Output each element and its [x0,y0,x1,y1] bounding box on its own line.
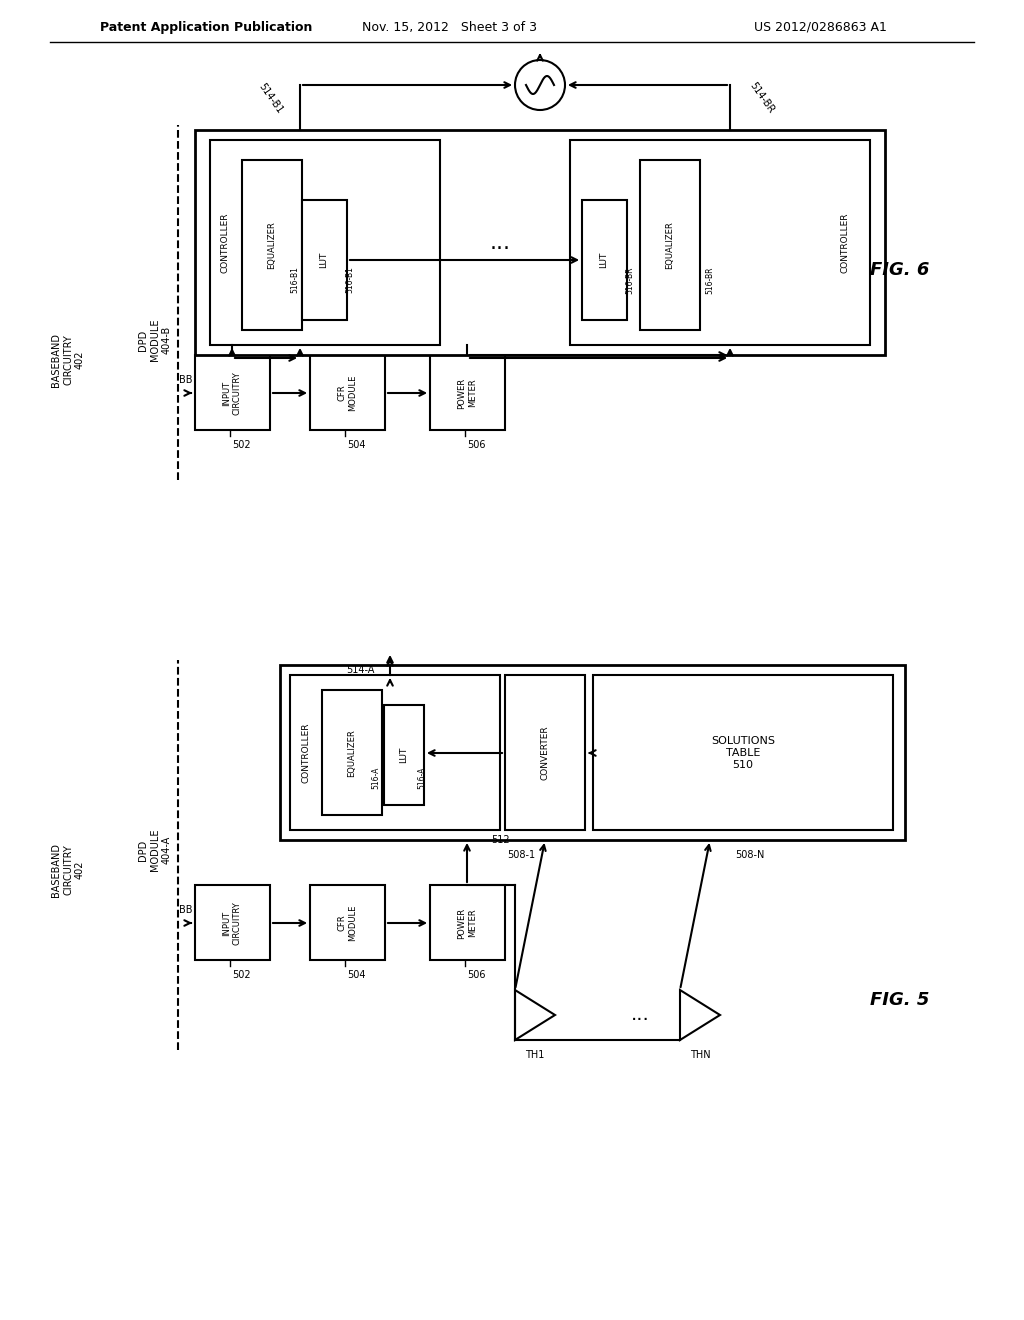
Text: CFR
MODULE: CFR MODULE [337,375,356,412]
Text: 516-B1: 516-B1 [345,267,354,293]
Text: 516-BR: 516-BR [626,267,635,294]
FancyBboxPatch shape [640,160,700,330]
Text: 508-1: 508-1 [507,850,535,861]
Text: CONTROLLER: CONTROLLER [841,213,850,273]
Text: BASEBAND
CIRCUITRY
402: BASEBAND CIRCUITRY 402 [51,843,85,898]
Text: INPUT
CIRCUITRY: INPUT CIRCUITRY [222,371,242,414]
Text: 506: 506 [467,970,485,979]
Text: 506: 506 [467,440,485,450]
FancyBboxPatch shape [505,675,585,830]
FancyBboxPatch shape [280,665,905,840]
Text: CONTROLLER: CONTROLLER [301,723,310,783]
Text: SOLUTIONS
TABLE
510: SOLUTIONS TABLE 510 [711,737,775,770]
Text: POWER
METER: POWER METER [458,907,477,939]
Text: EQUALIZER: EQUALIZER [267,222,276,269]
Text: FIG. 5: FIG. 5 [870,991,930,1008]
Text: 504: 504 [347,440,366,450]
FancyBboxPatch shape [195,129,885,355]
Text: 516-BR: 516-BR [706,267,715,294]
FancyBboxPatch shape [430,355,505,430]
FancyBboxPatch shape [384,705,424,805]
Text: FIG. 6: FIG. 6 [870,261,930,279]
FancyBboxPatch shape [302,201,347,319]
Text: THN: THN [690,1049,711,1060]
FancyBboxPatch shape [582,201,627,319]
FancyBboxPatch shape [322,690,382,814]
Text: 502: 502 [232,970,251,979]
Text: 502: 502 [232,440,251,450]
FancyBboxPatch shape [195,884,270,960]
Text: ...: ... [489,234,511,253]
FancyBboxPatch shape [290,675,500,830]
Text: 512: 512 [492,836,510,845]
Text: BB: BB [178,375,193,385]
Text: LUT: LUT [599,252,608,268]
FancyBboxPatch shape [570,140,870,345]
Circle shape [515,59,565,110]
Text: EQUALIZER: EQUALIZER [666,222,675,269]
Text: 514-B1: 514-B1 [257,81,285,115]
Text: 516-B1: 516-B1 [291,267,299,293]
Text: POWER
METER: POWER METER [458,378,477,409]
FancyBboxPatch shape [210,140,440,345]
Text: ...: ... [631,1006,649,1024]
FancyBboxPatch shape [310,884,385,960]
FancyBboxPatch shape [430,884,505,960]
Text: TH1: TH1 [525,1049,545,1060]
Text: LUT: LUT [319,252,329,268]
Text: 514-A: 514-A [347,665,375,675]
Text: CFR
MODULE: CFR MODULE [337,904,356,941]
Text: 514-BR: 514-BR [748,81,776,115]
Text: 508-N: 508-N [735,850,764,861]
Text: US 2012/0286863 A1: US 2012/0286863 A1 [754,21,887,33]
FancyBboxPatch shape [242,160,302,330]
Text: CONTROLLER: CONTROLLER [220,213,229,273]
FancyBboxPatch shape [310,355,385,430]
Text: BASEBAND
CIRCUITRY
402: BASEBAND CIRCUITRY 402 [51,333,85,387]
Text: 516-A: 516-A [372,767,381,789]
Text: Nov. 15, 2012   Sheet 3 of 3: Nov. 15, 2012 Sheet 3 of 3 [362,21,538,33]
Text: EQUALIZER: EQUALIZER [347,729,356,777]
Text: INPUT
CIRCUITRY: INPUT CIRCUITRY [222,902,242,945]
Text: DPD
MODULE
404-A: DPD MODULE 404-A [138,829,172,871]
Text: CONVERTER: CONVERTER [541,726,550,780]
Text: 504: 504 [347,970,366,979]
FancyBboxPatch shape [593,675,893,830]
Text: Patent Application Publication: Patent Application Publication [100,21,312,33]
Text: DPD
MODULE
404-B: DPD MODULE 404-B [138,318,172,362]
Text: LUT: LUT [399,747,409,763]
Text: BB: BB [178,906,193,915]
FancyBboxPatch shape [195,355,270,430]
Text: 516-A: 516-A [418,767,427,789]
